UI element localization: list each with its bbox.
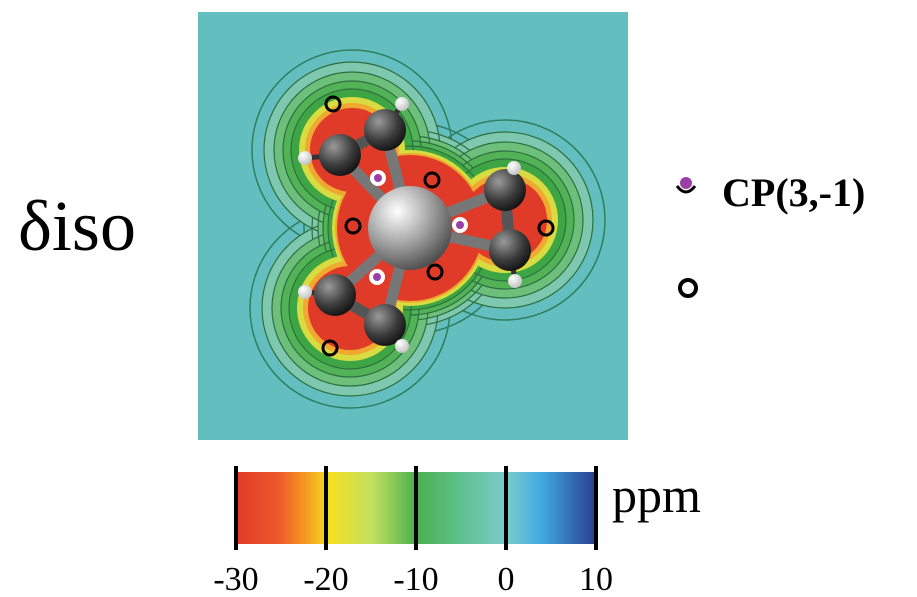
colorbar: ppm -30 -20 -10 0 10: [213, 466, 701, 597]
colorbar-tick-label: 0: [498, 561, 515, 597]
colorbar-tick-label: -10: [393, 561, 438, 597]
quantity-label: δiso: [18, 186, 136, 266]
colorbar-tick-label: -30: [213, 561, 258, 597]
legend: CP(3,-1): [677, 170, 865, 296]
page: δiso: [0, 0, 917, 597]
figure: δiso: [0, 0, 917, 597]
legend-label: CP(3,-1): [722, 170, 865, 215]
colorbar-unit: ppm: [612, 467, 701, 523]
colorbar-tick-label: 10: [579, 561, 613, 597]
contour-map: [198, 12, 628, 440]
colorbar-tick-label: -20: [303, 561, 348, 597]
